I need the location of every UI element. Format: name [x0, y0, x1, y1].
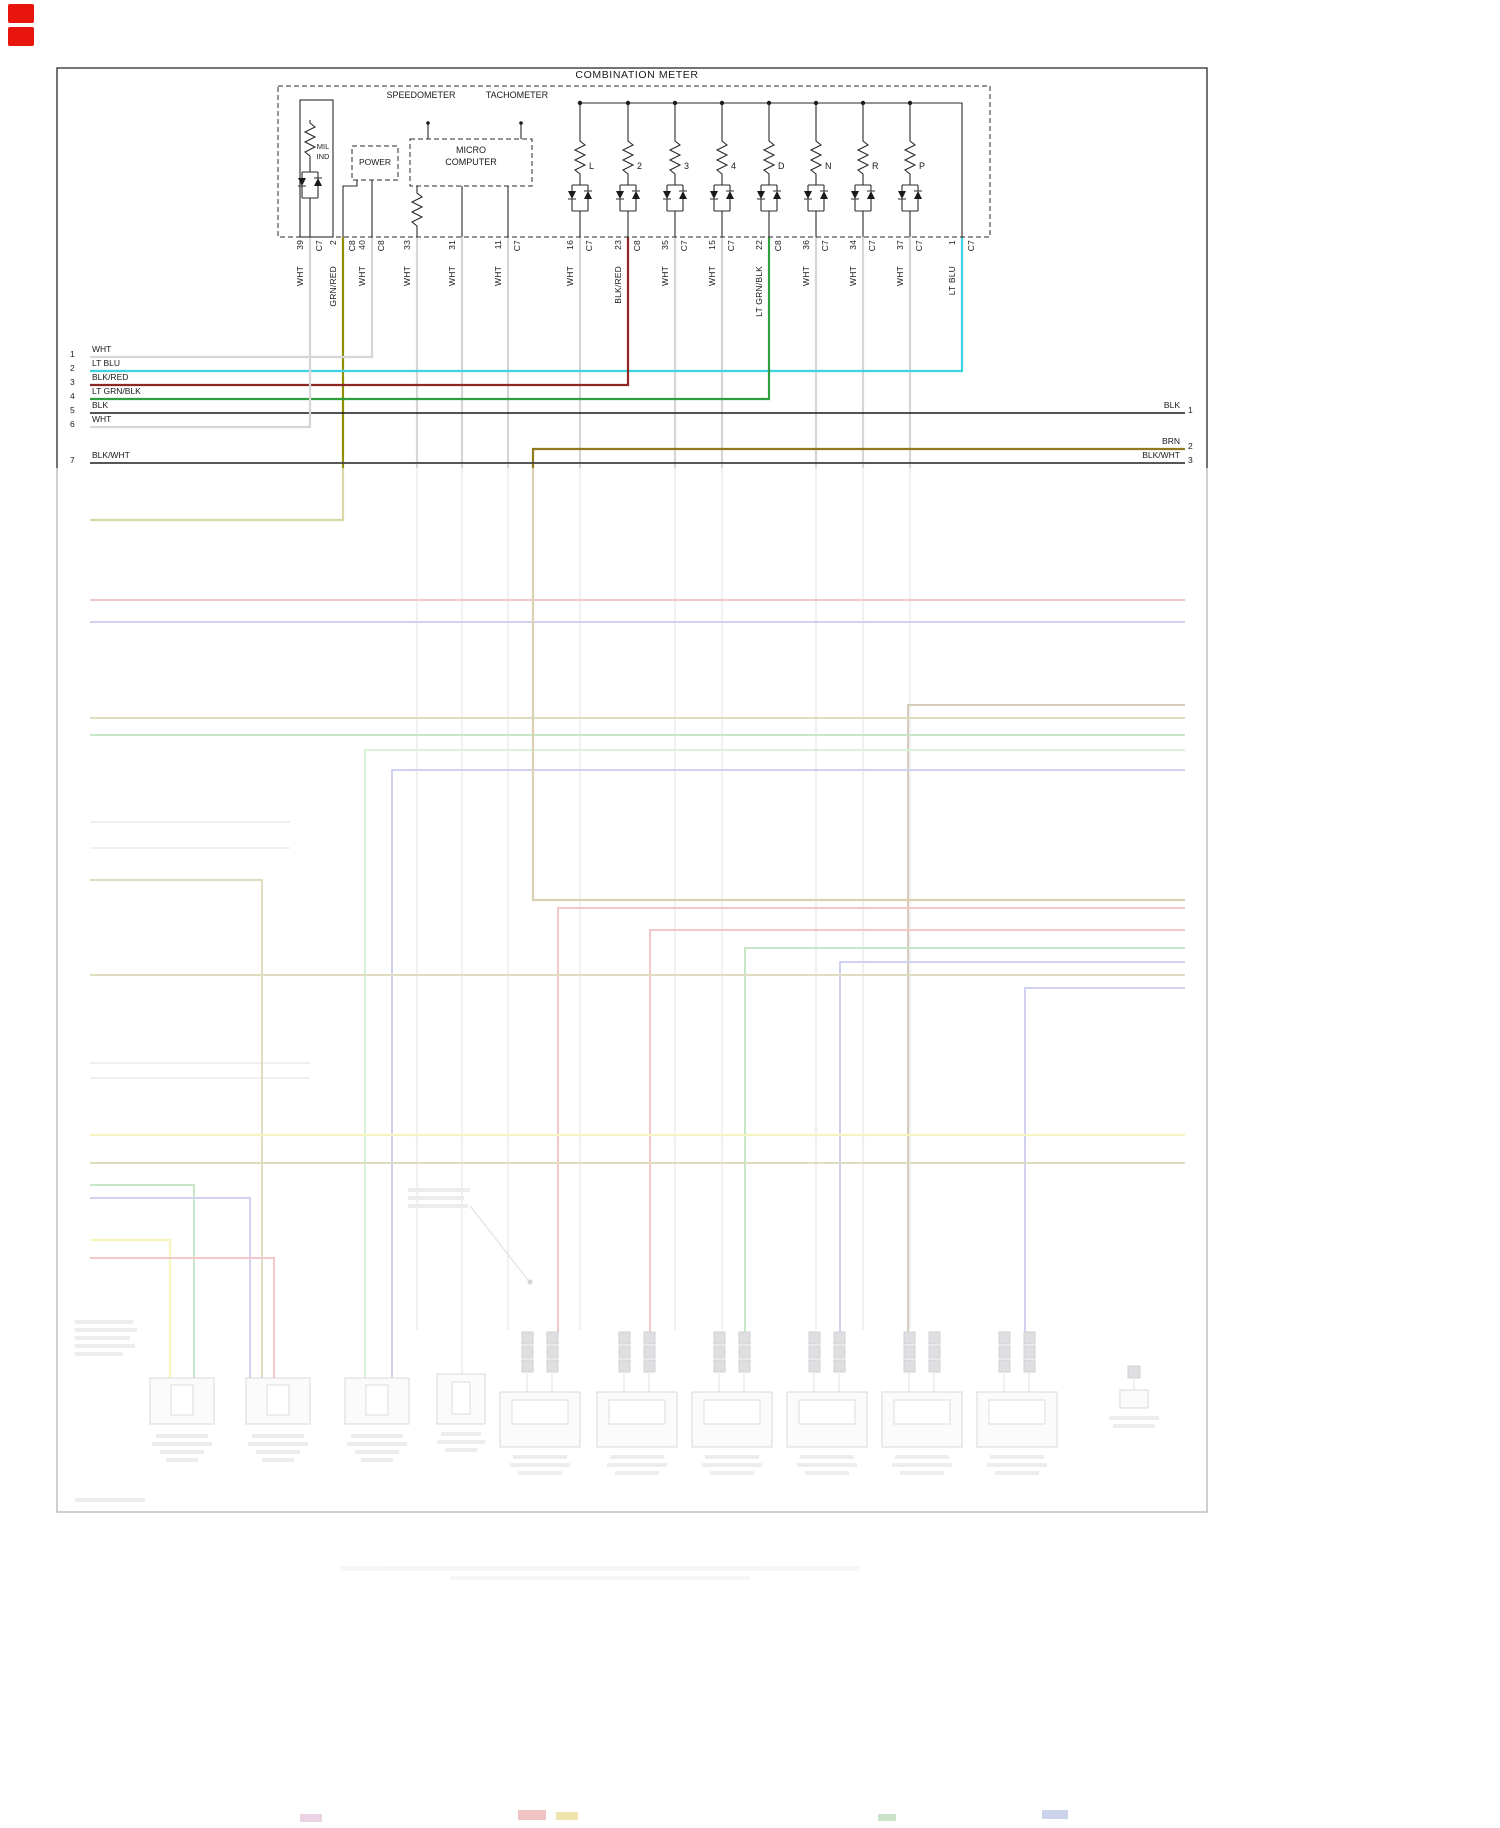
wire-number: 3 — [70, 377, 75, 387]
scan-mark — [8, 27, 34, 46]
pin-number-label: 33 — [402, 240, 412, 250]
micro-computer-label: MICRO — [456, 145, 486, 155]
wire-number: 3 — [1188, 455, 1193, 465]
scan-mark — [8, 4, 34, 23]
mil-indicator-label: IND — [316, 152, 330, 161]
indicator-lamp-label: N — [825, 161, 832, 171]
wire-color-label: WHT — [660, 266, 670, 286]
pin-number-label: 36 — [801, 240, 811, 250]
lamp-bus-line — [580, 102, 963, 237]
micro-computer-label: COMPUTER — [445, 157, 497, 167]
wire-number: 4 — [70, 391, 75, 401]
pin-number-label: 35 — [660, 240, 670, 250]
wire-color-label: WHT — [848, 266, 858, 286]
connector-ref-label: C7 — [512, 240, 522, 252]
indicator-lamp-label: 2 — [637, 161, 643, 171]
power-label: POWER — [358, 157, 392, 167]
connector-ref-label: C7 — [679, 240, 689, 252]
pin-number-label: 2 — [328, 240, 338, 245]
pin-number-label: 1 — [947, 240, 957, 245]
fade-overlay — [50, 468, 1222, 1520]
wire-number: 6 — [70, 419, 75, 429]
right-wire-label: BRN — [1162, 436, 1180, 446]
left-wire-label: BLK — [92, 400, 109, 410]
indicator-lamp-label: D — [778, 161, 785, 171]
connector-ref-label: C7 — [584, 240, 594, 252]
right-wire-label: BLK/WHT — [1142, 450, 1180, 460]
wire-color-label: WHT — [565, 266, 575, 286]
left-wire-label: BLK/WHT — [92, 450, 130, 460]
pin-number-label: 22 — [754, 240, 764, 250]
wire-number: 7 — [70, 455, 75, 465]
pin-number-label: 34 — [848, 240, 858, 250]
indicator-lamp-label: 3 — [684, 161, 690, 171]
connector-ref-label: C7 — [820, 240, 830, 252]
wire-color-label: LT BLU — [947, 266, 957, 296]
speedometer-label: SPEEDOMETER — [386, 90, 456, 100]
wire-color-label: WHT — [707, 266, 717, 286]
pin-number-label: 23 — [613, 240, 623, 250]
pin-number-label: 31 — [447, 240, 457, 250]
tachometer-label: TACHOMETER — [485, 90, 549, 100]
connector-ref-label: C7 — [966, 240, 976, 252]
wire-color-label: WHT — [295, 266, 305, 286]
connector-ref-label: C8 — [376, 240, 386, 252]
wire-color-label: WHT — [493, 266, 503, 286]
left-wire-label: LT BLU — [92, 358, 121, 368]
right-wire-label: BLK — [1163, 400, 1180, 410]
connector-ref-label: C8 — [773, 240, 783, 252]
mil-indicator-label: MIL — [316, 142, 330, 151]
connector-ref-label: C8 — [347, 240, 357, 252]
meter-title: COMBINATION METER — [575, 69, 699, 81]
wire-color-label: WHT — [402, 266, 412, 286]
wire-color-label: WHT — [357, 266, 367, 286]
wire-number: 1 — [70, 349, 75, 359]
left-wire-label: LT GRN/BLK — [92, 386, 141, 396]
mil-indicator-box — [299, 99, 334, 238]
indicator-lamp-label: P — [919, 161, 926, 171]
wire-number: 1 — [1188, 405, 1193, 415]
wire-color-label: WHT — [895, 266, 905, 286]
pin-number-label: 15 — [707, 240, 717, 250]
connector-ref-label: C7 — [726, 240, 736, 252]
wire-number: 2 — [70, 363, 75, 373]
connector-ref-label: C7 — [867, 240, 877, 252]
scan-artifacts — [300, 1566, 1068, 1822]
pin-number-label: 16 — [565, 240, 575, 250]
indicator-lamp-label: L — [589, 161, 595, 171]
left-wire-label: BLK/RED — [92, 372, 129, 382]
connector-ref-label: C8 — [632, 240, 642, 252]
wire-color-label: WHT — [801, 266, 811, 286]
pin-number-label: 11 — [493, 240, 503, 250]
pin-number-label: 37 — [895, 240, 905, 250]
pin-number-label: 39 — [295, 240, 305, 250]
meter-dashed-box — [277, 85, 991, 238]
indicator-lamp-label: R — [872, 161, 879, 171]
wire-number: 2 — [1188, 441, 1193, 451]
left-wire-label: WHT — [92, 344, 112, 354]
wire-color-label: WHT — [447, 266, 457, 286]
wire-color-label: LT GRN/BLK — [754, 266, 764, 317]
wire-color-label: BLK/RED — [613, 266, 623, 304]
pin-number-label: 40 — [357, 240, 367, 250]
connector-ref-label: C7 — [314, 240, 324, 252]
micro-computer-box — [409, 138, 533, 187]
wire-number: 5 — [70, 405, 75, 415]
connector-ref-label: C7 — [914, 240, 924, 252]
indicator-lamp-label: 4 — [731, 161, 737, 171]
left-wire-label: WHT — [92, 414, 112, 424]
wire-color-label: GRN/RED — [328, 266, 338, 307]
combination-meter-schematic — [277, 85, 991, 238]
